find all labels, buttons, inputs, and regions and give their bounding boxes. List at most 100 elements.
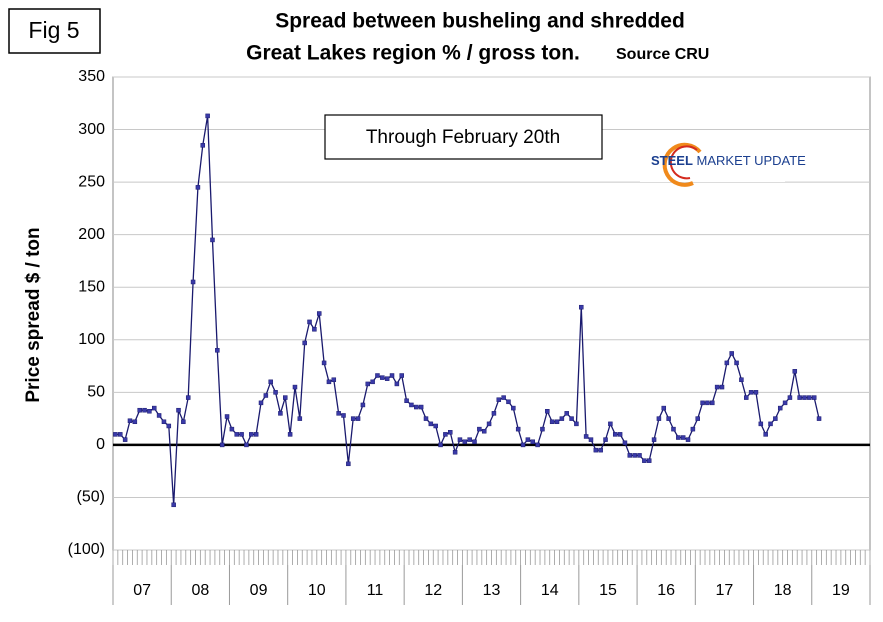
- data-point: [666, 416, 671, 421]
- x-tick-label: 08: [191, 582, 209, 599]
- data-point: [428, 421, 434, 427]
- data-point: [763, 432, 768, 437]
- annotation-box: [324, 114, 603, 160]
- data-point: [297, 416, 303, 421]
- data-point: [239, 432, 244, 437]
- data-point: [273, 390, 278, 395]
- data-point: [695, 416, 700, 421]
- data-point: [758, 421, 764, 427]
- data-point: [336, 411, 341, 416]
- data-point: [816, 416, 822, 421]
- data-point: [753, 390, 759, 395]
- data-point: [472, 439, 477, 444]
- data-point: [777, 405, 783, 411]
- data-point: [389, 373, 395, 378]
- data-point: [384, 376, 390, 381]
- data-point: [321, 360, 327, 366]
- data-point: [171, 502, 176, 508]
- data-point: [574, 421, 579, 427]
- data-point: [792, 369, 798, 374]
- data-point: [782, 400, 788, 406]
- data-point: [312, 327, 317, 332]
- chart-title: Spread between busheling and shredded: [275, 10, 685, 33]
- logo-swoosh: [669, 145, 698, 180]
- data-point: [249, 432, 254, 437]
- data-point: [414, 404, 419, 410]
- data-point: [122, 437, 128, 442]
- data-point: [739, 377, 744, 382]
- data-point: [190, 279, 196, 285]
- data-point: [355, 416, 361, 421]
- data-point: [244, 442, 249, 448]
- y-tick-label: (50): [77, 489, 105, 506]
- data-point: [491, 411, 497, 416]
- data-point: [219, 442, 225, 448]
- data-point: [744, 395, 749, 400]
- data-point: [350, 416, 356, 421]
- data-point: [705, 400, 710, 406]
- data-point: [651, 437, 657, 442]
- data-point: [326, 379, 332, 385]
- data-point: [229, 426, 235, 432]
- data-point: [520, 442, 526, 448]
- fig-box: [8, 8, 101, 54]
- data-point: [409, 402, 414, 408]
- data-point: [283, 395, 288, 400]
- data-point: [176, 407, 181, 413]
- logo-text: STEEL MARKET UPDATE: [651, 153, 806, 168]
- data-point: [156, 413, 162, 418]
- y-tick-label: 0: [96, 436, 105, 453]
- data-point: [603, 437, 608, 442]
- x-tick-label: 15: [599, 582, 617, 599]
- data-point: [457, 437, 463, 442]
- data-point: [612, 432, 618, 437]
- data-point: [287, 432, 293, 437]
- data-point: [646, 458, 652, 463]
- data-point: [710, 400, 715, 406]
- annotation: Through February 20th: [366, 127, 560, 148]
- fig-label: Fig 5: [28, 17, 79, 43]
- data-point: [773, 416, 778, 421]
- data-point: [525, 437, 531, 442]
- data-point: [622, 440, 628, 446]
- data-point: [137, 407, 142, 413]
- data-point: [404, 398, 409, 403]
- data-point: [748, 390, 754, 395]
- data-point: [671, 426, 676, 432]
- data-point: [462, 439, 468, 444]
- y-tick-label: 250: [78, 173, 105, 190]
- data-point: [768, 421, 773, 427]
- data-point: [418, 404, 424, 410]
- data-point: [433, 423, 438, 429]
- data-point: [700, 400, 705, 406]
- data-point: [656, 416, 662, 421]
- data-point: [316, 311, 322, 316]
- data-point: [268, 379, 273, 385]
- x-tick-label: 12: [424, 582, 442, 599]
- data-point: [724, 360, 730, 366]
- y-tick-label: 150: [78, 278, 105, 295]
- data-point: [579, 304, 584, 310]
- data-point: [588, 437, 594, 442]
- data-point: [341, 413, 346, 418]
- data-point: [486, 421, 492, 427]
- y-tick-label: 100: [78, 331, 105, 348]
- data-point: [680, 435, 686, 440]
- data-point: [253, 432, 259, 437]
- data-point: [501, 395, 506, 400]
- data-point: [593, 447, 599, 453]
- data-point: [676, 435, 681, 440]
- x-tick-label: 16: [657, 582, 675, 599]
- data-point: [714, 384, 720, 390]
- data-point: [331, 377, 337, 382]
- data-point: [559, 416, 565, 421]
- data-point: [278, 411, 283, 416]
- data-point: [685, 437, 691, 442]
- data-point: [569, 416, 574, 421]
- data-point: [811, 395, 817, 400]
- data-point: [258, 400, 264, 406]
- data-point: [583, 434, 589, 439]
- data-point: [545, 409, 550, 414]
- data-point: [307, 319, 312, 325]
- data-point: [554, 419, 560, 425]
